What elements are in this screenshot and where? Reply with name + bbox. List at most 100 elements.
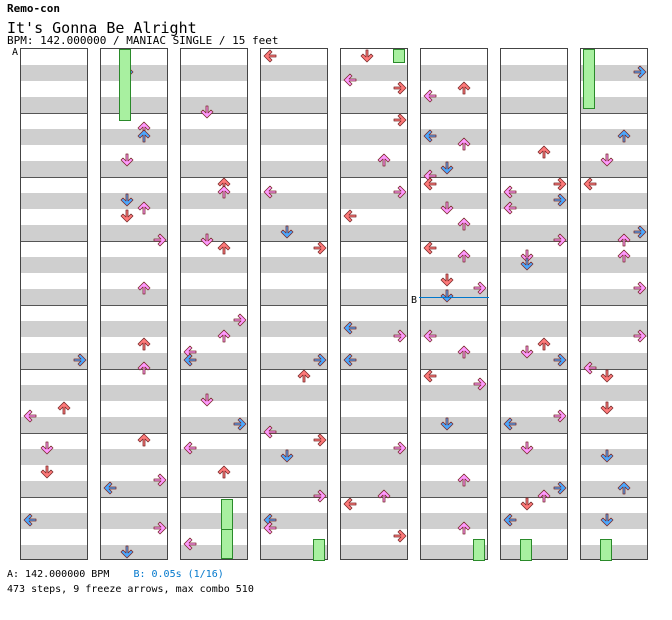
up-arrow-icon bbox=[377, 489, 391, 503]
left-arrow-icon bbox=[263, 521, 277, 535]
left-arrow-icon bbox=[423, 241, 437, 255]
right-arrow-icon bbox=[393, 529, 407, 543]
measure-line bbox=[421, 305, 487, 306]
left-arrow-icon bbox=[503, 201, 517, 215]
down-arrow-icon bbox=[600, 401, 614, 415]
right-arrow-icon bbox=[393, 185, 407, 199]
down-arrow-icon bbox=[440, 273, 454, 287]
left-arrow-icon bbox=[343, 73, 357, 87]
down-arrow-icon bbox=[440, 417, 454, 431]
up-arrow-icon bbox=[457, 345, 471, 359]
up-arrow-icon bbox=[457, 217, 471, 231]
measure-column-6 bbox=[420, 48, 488, 561]
marker-b-line bbox=[419, 297, 489, 298]
up-arrow-icon bbox=[537, 489, 551, 503]
measure-line bbox=[581, 305, 647, 306]
down-arrow-icon bbox=[200, 233, 214, 247]
freeze-arrow-icon bbox=[221, 529, 233, 559]
right-arrow-icon bbox=[633, 281, 647, 295]
left-arrow-icon bbox=[183, 537, 197, 551]
up-arrow-icon bbox=[537, 145, 551, 159]
left-arrow-icon bbox=[423, 129, 437, 143]
measure-line bbox=[181, 433, 247, 434]
left-arrow-icon bbox=[343, 353, 357, 367]
right-arrow-icon bbox=[313, 433, 327, 447]
left-arrow-icon bbox=[343, 321, 357, 335]
measure-line bbox=[501, 241, 567, 242]
up-arrow-icon bbox=[217, 241, 231, 255]
song-title: It's Gonna Be Alright bbox=[7, 19, 197, 37]
up-arrow-icon bbox=[137, 337, 151, 351]
up-arrow-icon bbox=[137, 433, 151, 447]
down-arrow-icon bbox=[120, 209, 134, 223]
down-arrow-icon bbox=[200, 105, 214, 119]
right-arrow-icon bbox=[153, 521, 167, 535]
down-arrow-icon bbox=[40, 465, 54, 479]
measure-line bbox=[421, 369, 487, 370]
up-arrow-icon bbox=[617, 481, 631, 495]
right-arrow-icon bbox=[553, 481, 567, 495]
down-arrow-icon bbox=[120, 153, 134, 167]
artist-name: Remo-con bbox=[7, 2, 60, 15]
up-arrow-icon bbox=[537, 337, 551, 351]
up-arrow-icon bbox=[457, 473, 471, 487]
bpm-a-label: A: 142.000000 BPM bbox=[7, 569, 110, 580]
freeze-arrow-icon bbox=[583, 49, 595, 109]
up-arrow-icon bbox=[457, 81, 471, 95]
measure-line bbox=[421, 433, 487, 434]
up-arrow-icon bbox=[137, 361, 151, 375]
measure-line bbox=[341, 497, 407, 498]
measure-line bbox=[101, 305, 167, 306]
up-arrow-icon bbox=[57, 401, 71, 415]
freeze-arrow-icon bbox=[473, 539, 485, 561]
up-arrow-icon bbox=[377, 153, 391, 167]
up-arrow-icon bbox=[617, 129, 631, 143]
down-arrow-icon bbox=[600, 449, 614, 463]
measure-line bbox=[501, 113, 567, 114]
measure-column-5 bbox=[340, 48, 408, 560]
down-arrow-icon bbox=[600, 153, 614, 167]
right-arrow-icon bbox=[313, 241, 327, 255]
left-arrow-icon bbox=[503, 513, 517, 527]
freeze-arrow-icon bbox=[393, 49, 405, 63]
right-arrow-icon bbox=[553, 233, 567, 247]
freeze-arrow-icon bbox=[520, 539, 532, 561]
down-arrow-icon bbox=[280, 449, 294, 463]
right-arrow-icon bbox=[553, 193, 567, 207]
measure-line bbox=[101, 177, 167, 178]
measure-line bbox=[181, 241, 247, 242]
measure-line bbox=[501, 433, 567, 434]
measure-line bbox=[421, 113, 487, 114]
down-arrow-icon bbox=[520, 497, 534, 511]
right-arrow-icon bbox=[553, 409, 567, 423]
right-arrow-icon bbox=[313, 353, 327, 367]
left-arrow-icon bbox=[263, 425, 277, 439]
measure-line bbox=[21, 497, 87, 498]
measure-line bbox=[261, 305, 327, 306]
measure-line bbox=[341, 433, 407, 434]
measure-line bbox=[21, 305, 87, 306]
left-arrow-icon bbox=[103, 481, 117, 495]
measure-line bbox=[21, 433, 87, 434]
up-arrow-icon bbox=[617, 233, 631, 247]
right-arrow-icon bbox=[393, 329, 407, 343]
down-arrow-icon bbox=[440, 201, 454, 215]
measure-line bbox=[21, 369, 87, 370]
down-arrow-icon bbox=[200, 393, 214, 407]
measure-line bbox=[261, 241, 327, 242]
right-arrow-icon bbox=[233, 417, 247, 431]
measure-line bbox=[181, 305, 247, 306]
measure-line bbox=[181, 497, 247, 498]
up-arrow-icon bbox=[217, 185, 231, 199]
up-arrow-icon bbox=[217, 329, 231, 343]
right-arrow-icon bbox=[633, 65, 647, 79]
measure-line bbox=[21, 113, 87, 114]
left-arrow-icon bbox=[503, 417, 517, 431]
left-arrow-icon bbox=[183, 353, 197, 367]
measure-line bbox=[261, 433, 327, 434]
up-arrow-icon bbox=[617, 249, 631, 263]
measure-line bbox=[101, 241, 167, 242]
measure-line bbox=[581, 433, 647, 434]
measure-line bbox=[341, 241, 407, 242]
left-arrow-icon bbox=[343, 497, 357, 511]
